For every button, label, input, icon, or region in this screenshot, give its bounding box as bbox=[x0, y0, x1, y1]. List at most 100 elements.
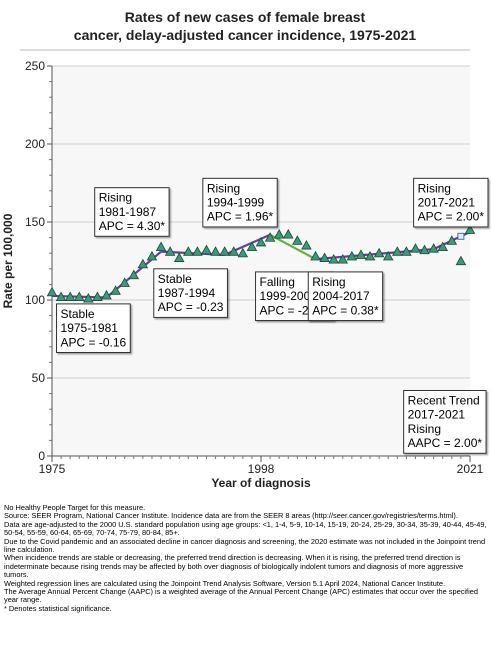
data-point bbox=[228, 246, 240, 256]
data-point bbox=[46, 286, 58, 297]
data-point bbox=[92, 291, 103, 301]
chart-title-line-1: Rates of new cases of female breast bbox=[125, 9, 366, 25]
footnote-line: The Average Annual Percent Change (AAPC)… bbox=[4, 587, 478, 605]
footnote-line: Data are age-adjusted to the 2000 U.S. s… bbox=[4, 519, 487, 538]
data-point bbox=[128, 269, 140, 280]
chart-title-line-2: cancer, delay-adjusted cancer incidence,… bbox=[74, 27, 417, 43]
annotation-text: APC = 4.30* bbox=[99, 219, 166, 233]
data-point bbox=[183, 246, 194, 256]
footnote-line: Weighted regression lines are calculated… bbox=[4, 578, 446, 588]
data-point bbox=[55, 291, 67, 301]
chart: Rates of new cases of female breast canc… bbox=[1, 9, 489, 490]
annotation-frame bbox=[413, 177, 489, 228]
y-axis-label: Rate per 100,000 bbox=[1, 213, 15, 308]
data-point bbox=[273, 229, 285, 239]
data-point bbox=[419, 244, 430, 255]
data-point bbox=[292, 235, 303, 245]
y-tick-label: 150 bbox=[25, 215, 45, 229]
data-point bbox=[173, 252, 185, 262]
annotation-text: 2017-2021 bbox=[408, 408, 466, 422]
annotation-text: Falling bbox=[260, 275, 295, 289]
annotation-text: APC = 0.38* bbox=[312, 303, 379, 317]
y-tick-label: 50 bbox=[32, 371, 46, 385]
y-tick-label: 200 bbox=[25, 137, 45, 151]
annotation-text: Rising bbox=[312, 275, 345, 289]
data-point bbox=[264, 232, 276, 242]
data-point bbox=[101, 289, 112, 300]
data-point bbox=[428, 243, 439, 253]
annotation-frame bbox=[202, 177, 278, 228]
data-point bbox=[73, 291, 85, 301]
x-tick-label: 1975 bbox=[39, 462, 66, 476]
annotation-text: Rising bbox=[418, 181, 451, 195]
x-tick-label: 2021 bbox=[457, 462, 484, 476]
data-point bbox=[355, 249, 367, 259]
footnote-line: Source: SEER Program, National Cancer In… bbox=[4, 511, 458, 521]
data-point bbox=[410, 243, 421, 253]
y-tick-label: 250 bbox=[25, 59, 45, 73]
annotation-text: Rising bbox=[207, 181, 240, 195]
data-point bbox=[192, 246, 203, 256]
data-point bbox=[382, 250, 394, 261]
annotation-frame bbox=[56, 303, 131, 353]
annotation-text: APC = 2.00* bbox=[418, 210, 485, 224]
data-point bbox=[319, 252, 330, 262]
footnotes: No Healthy People Target for this measur… bbox=[4, 503, 488, 613]
annotation-frame bbox=[307, 271, 384, 322]
data-point bbox=[401, 246, 412, 256]
data-point bbox=[164, 246, 176, 256]
annotation-frame bbox=[153, 268, 228, 318]
plot-area bbox=[52, 66, 470, 456]
annotation-text: 1981-1987 bbox=[99, 205, 157, 219]
data-point bbox=[137, 258, 149, 269]
data-point bbox=[146, 250, 158, 261]
excluded-year-marker bbox=[457, 232, 465, 240]
data-point bbox=[392, 246, 403, 256]
data-point bbox=[64, 291, 76, 301]
data-point bbox=[446, 235, 458, 245]
annotation-text: Rising bbox=[408, 422, 441, 436]
y-tick-label: 0 bbox=[38, 449, 45, 463]
annotation-text: 2017-2021 bbox=[418, 196, 476, 210]
footnote-line: No Healthy People Target for this measur… bbox=[4, 503, 146, 512]
data-point bbox=[455, 255, 467, 266]
annotation-text: Recent Trend bbox=[408, 393, 480, 407]
annotation-text: 1999-2004 bbox=[260, 289, 318, 303]
annotation-frame bbox=[403, 389, 487, 454]
footnote-line: Due to the Covid pandemic and an associa… bbox=[4, 536, 486, 555]
x-tick-label: 1998 bbox=[248, 462, 275, 476]
data-point bbox=[437, 241, 449, 252]
annotation-text: 1994-1999 bbox=[207, 196, 265, 210]
data-point bbox=[464, 224, 476, 234]
data-point bbox=[373, 247, 385, 258]
annotation-text: Stable bbox=[61, 307, 95, 321]
data-point bbox=[246, 241, 258, 252]
data-point bbox=[337, 254, 349, 264]
data-point bbox=[201, 244, 212, 255]
data-point bbox=[237, 247, 249, 258]
annotation-frame bbox=[94, 187, 170, 237]
annotation-text: AAPC = 2.00* bbox=[408, 436, 483, 450]
x-axis-label: Year of diagnosis bbox=[211, 476, 311, 490]
data-point bbox=[219, 246, 230, 256]
data-point bbox=[119, 277, 130, 287]
data-point bbox=[83, 293, 94, 303]
annotation-text: Rising bbox=[99, 191, 132, 205]
data-point bbox=[210, 246, 221, 256]
data-point bbox=[364, 250, 376, 261]
data-point bbox=[328, 254, 339, 264]
data-point bbox=[346, 250, 358, 261]
data-point bbox=[301, 239, 312, 250]
annotation-text: APC = 1.96* bbox=[207, 210, 274, 224]
annotation-text: Stable bbox=[158, 272, 192, 286]
trend-segment bbox=[269, 233, 317, 261]
annotation-text: APC = -0.23 bbox=[158, 300, 224, 314]
y-tick-label: 100 bbox=[25, 293, 45, 307]
